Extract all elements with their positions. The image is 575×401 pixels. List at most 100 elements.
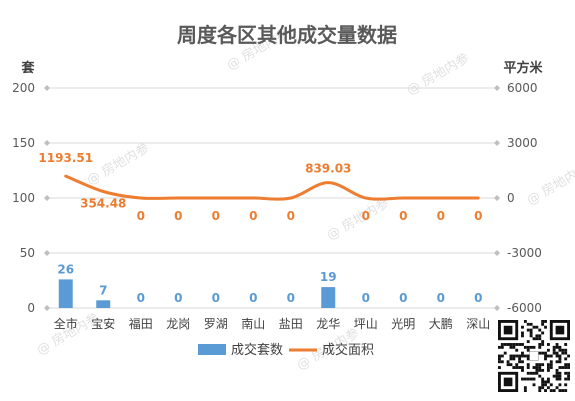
qr-module	[561, 348, 565, 352]
qr-module	[567, 363, 570, 367]
qr-module	[521, 360, 524, 364]
qr-module	[500, 343, 504, 346]
category-label: 龙华	[316, 317, 340, 331]
bar-series: 26 7 0 0 0 0 0 19 0 0 0 0	[57, 262, 482, 308]
bar-value-label: 19	[320, 270, 337, 284]
qr-module	[564, 371, 568, 375]
qr-module	[567, 366, 570, 369]
bar	[58, 279, 73, 308]
watermark-text: @ 房地内参	[324, 195, 392, 243]
qr-module	[558, 357, 562, 361]
qr-module	[498, 345, 501, 349]
category-label: 南山	[241, 316, 265, 331]
qr-module	[535, 325, 539, 329]
qr-module	[526, 345, 530, 349]
bar-value-label: 0	[137, 291, 145, 305]
qr-module	[546, 368, 550, 372]
qr-module	[532, 345, 536, 349]
category-label: 坪山	[354, 317, 378, 331]
qr-module	[521, 354, 524, 358]
qr-module	[567, 377, 570, 381]
qr-module	[544, 357, 547, 361]
qr-module	[549, 360, 553, 364]
line-value-label: 0	[399, 209, 407, 223]
qr-module	[538, 345, 542, 349]
watermark-text: @ 房地内参	[404, 50, 472, 98]
qr-module	[555, 351, 559, 355]
right-tick-label: -3000	[507, 246, 542, 260]
qr-module	[541, 377, 545, 381]
qr-module	[526, 340, 530, 344]
qr-module	[555, 345, 559, 349]
qr-module	[546, 366, 550, 369]
qr-module	[564, 366, 568, 369]
right-axis-marker	[494, 305, 500, 311]
qr-module	[521, 377, 524, 381]
qr-module	[515, 363, 519, 367]
bar-value-label: 0	[287, 291, 295, 305]
qr-module	[512, 357, 516, 361]
line-value-label: 0	[287, 209, 295, 223]
qr-finder	[503, 325, 513, 335]
qr-module	[555, 343, 559, 346]
qr-module	[509, 357, 513, 361]
left-tick-label: 100	[12, 191, 35, 205]
qr-module	[541, 331, 545, 335]
qr-module	[526, 348, 530, 352]
qr-module	[564, 357, 568, 361]
qr-module	[503, 343, 507, 346]
left-tick-label: 200	[12, 81, 35, 95]
qr-module	[546, 377, 550, 381]
bar	[321, 287, 336, 308]
qr-module	[564, 377, 568, 381]
right-axis-marker	[494, 195, 500, 201]
qr-module	[518, 354, 522, 358]
qr-module	[526, 357, 530, 361]
left-tick-label: 150	[12, 136, 35, 150]
qr-module	[523, 354, 527, 358]
qr-module	[538, 351, 542, 355]
qr-module	[518, 366, 522, 369]
line-value-label: 354.48	[80, 197, 126, 211]
qr-module	[500, 345, 504, 349]
qr-module	[521, 351, 524, 355]
qr-module	[538, 386, 542, 390]
qr-module	[549, 366, 553, 369]
qr-module	[518, 343, 522, 346]
qr-module	[532, 337, 536, 341]
legend-swatch-bar	[198, 344, 226, 355]
qr-module	[526, 371, 530, 375]
qr-module	[564, 348, 568, 352]
qr-module	[532, 377, 536, 381]
bar-value-label: 0	[474, 291, 482, 305]
qr-module	[523, 386, 527, 390]
qr-module	[541, 320, 545, 323]
qr-module	[535, 337, 539, 341]
right-axis-marker	[494, 250, 500, 256]
qr-module	[546, 343, 550, 346]
qr-module	[549, 363, 553, 367]
qr-module	[521, 368, 524, 372]
qr-module	[506, 360, 510, 364]
category-label: 大鹏	[429, 317, 453, 331]
right-axis-unit: 平方米	[503, 60, 543, 76]
qr-module	[532, 371, 536, 375]
qr-module	[526, 328, 530, 332]
qr-module	[555, 368, 559, 372]
qr-module	[529, 322, 533, 326]
qr-module	[541, 383, 545, 387]
qr-module	[512, 354, 516, 358]
qr-module	[558, 366, 562, 369]
legend-label-line: 成交面积	[322, 342, 374, 358]
qr-module	[529, 345, 533, 349]
qr-module	[544, 354, 547, 358]
qr-module	[509, 363, 513, 367]
qr-module	[555, 386, 559, 390]
qr-module	[498, 366, 501, 369]
qr-module	[561, 351, 565, 355]
qr-module	[541, 380, 545, 384]
qr-module	[515, 348, 519, 352]
qr-module	[558, 377, 562, 381]
qr-module	[523, 389, 527, 392]
